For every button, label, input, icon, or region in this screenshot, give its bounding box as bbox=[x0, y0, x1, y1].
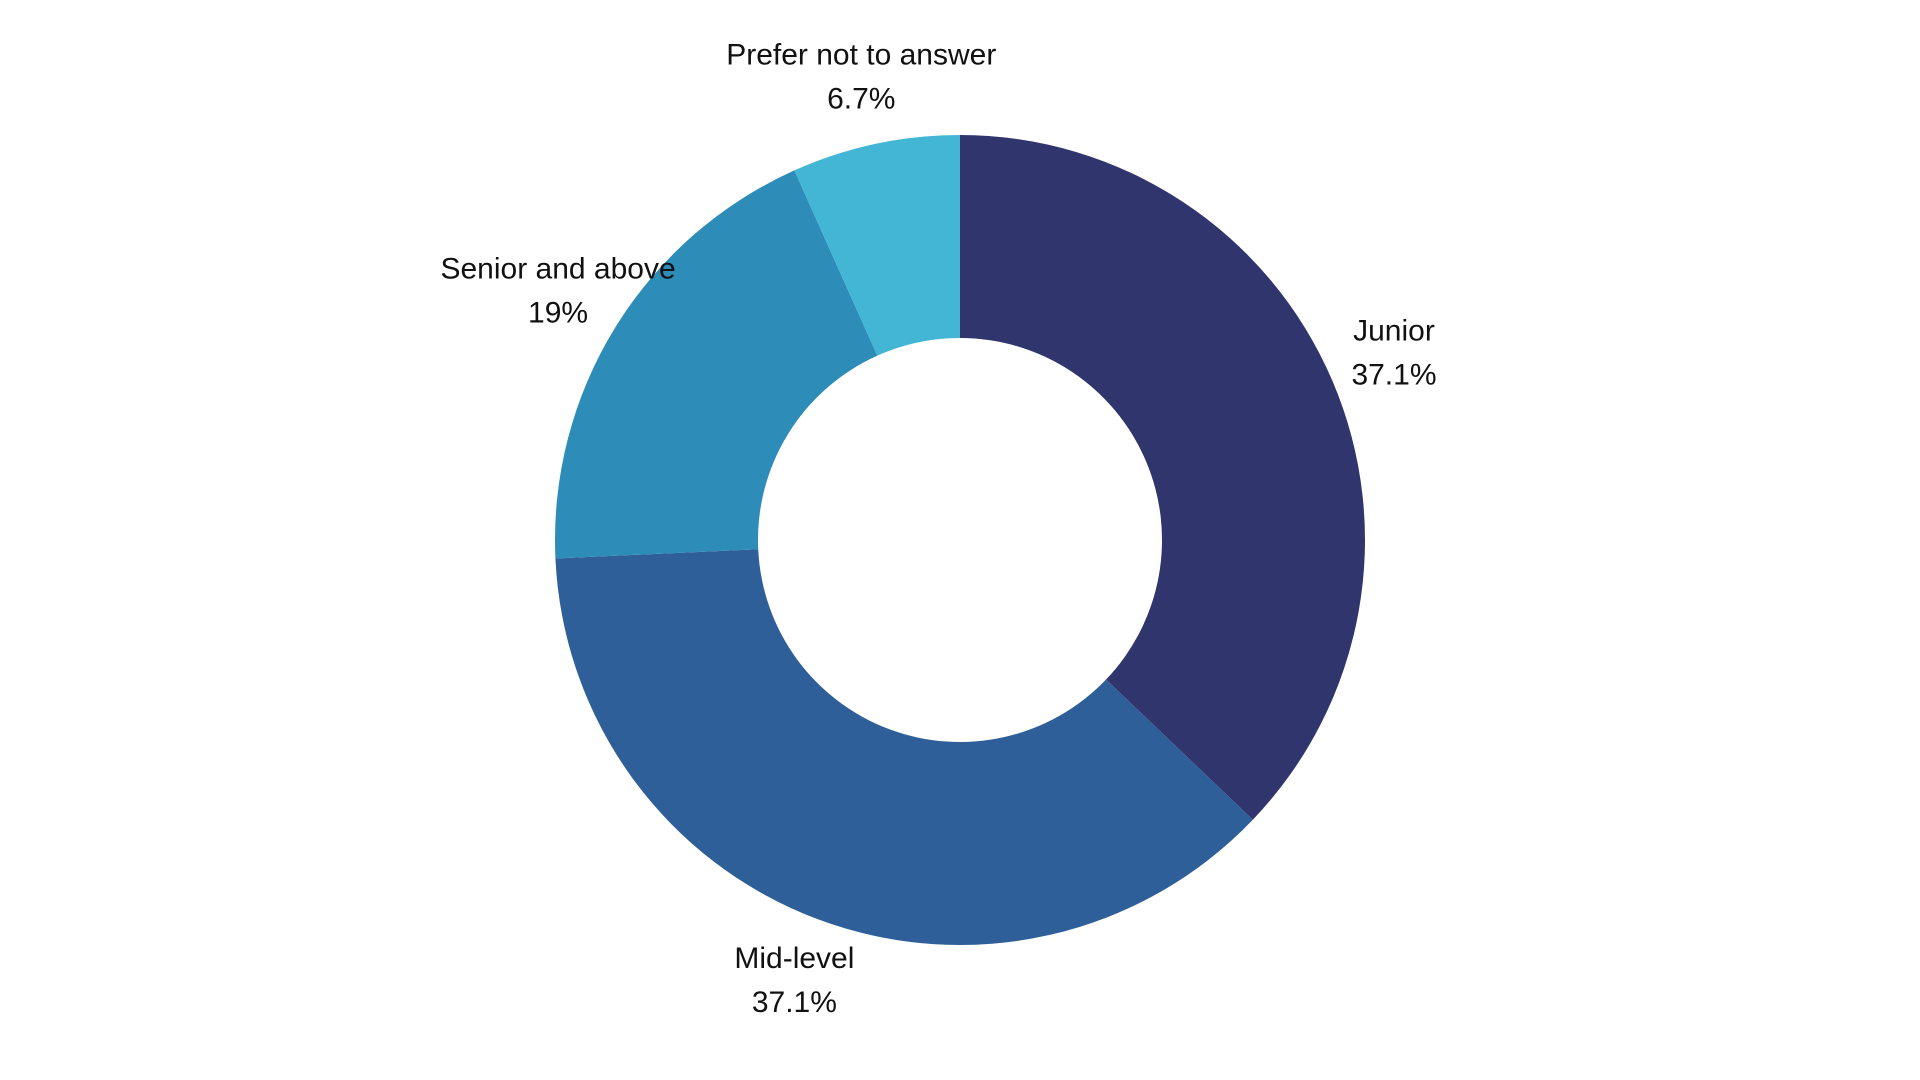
slice-value-label: 37.1% bbox=[752, 986, 837, 1019]
slice-value-label: 6.7% bbox=[827, 82, 895, 115]
slice-label: Senior and above bbox=[440, 252, 675, 285]
slice-label: Prefer not to answer bbox=[726, 38, 996, 71]
donut-slice bbox=[555, 170, 878, 559]
slice-label: Mid-level bbox=[734, 942, 854, 975]
slice-value-label: 19% bbox=[528, 296, 588, 329]
slice-value-label: 37.1% bbox=[1351, 358, 1436, 391]
donut-slice bbox=[555, 549, 1253, 946]
slice-label: Junior bbox=[1353, 314, 1435, 347]
donut-slice bbox=[794, 135, 960, 356]
donut-slice bbox=[960, 135, 1366, 820]
